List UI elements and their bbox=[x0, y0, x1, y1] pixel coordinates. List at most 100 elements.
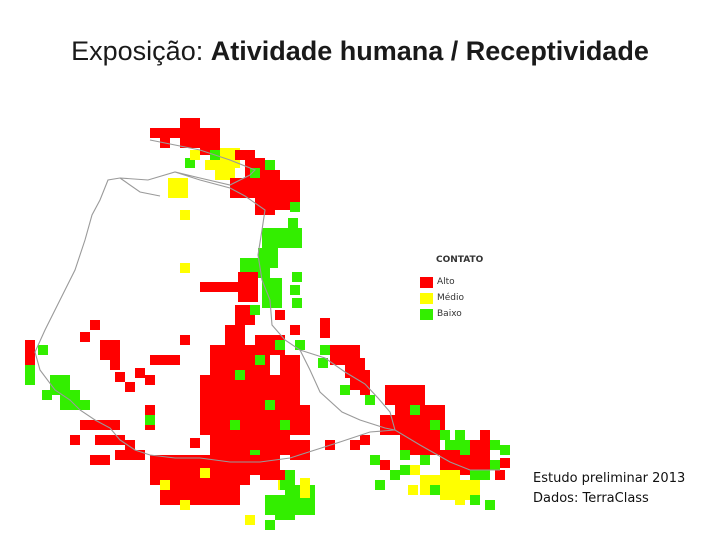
map-cell bbox=[25, 350, 35, 360]
map-cell bbox=[168, 188, 178, 198]
map-cell bbox=[275, 495, 285, 505]
map-cell bbox=[280, 480, 290, 490]
legend-label-alto: Alto bbox=[437, 277, 455, 287]
map-cell bbox=[230, 385, 240, 395]
map-cell bbox=[250, 305, 260, 315]
map-cell bbox=[255, 205, 265, 215]
map-cell bbox=[230, 188, 240, 198]
map-cell bbox=[240, 355, 250, 365]
map-cell bbox=[220, 425, 230, 435]
map-cell bbox=[125, 440, 135, 450]
map-cell bbox=[180, 138, 190, 148]
map-cell bbox=[250, 188, 260, 198]
map-cell bbox=[290, 415, 300, 425]
slide-title: Exposição: Atividade humana / Receptivid… bbox=[0, 36, 720, 67]
map-cell bbox=[420, 435, 430, 445]
map-cell bbox=[125, 450, 135, 460]
map-cell bbox=[200, 475, 210, 485]
map-cell bbox=[470, 450, 480, 460]
map-cell bbox=[260, 258, 270, 268]
map-cell bbox=[220, 355, 230, 365]
map-cell bbox=[290, 405, 300, 415]
map-cell bbox=[180, 500, 190, 510]
map-cell bbox=[290, 285, 300, 295]
map-cell bbox=[350, 370, 360, 380]
map-cell bbox=[220, 455, 230, 465]
map-cell bbox=[210, 365, 220, 375]
map-cell bbox=[288, 218, 298, 228]
map-cell bbox=[240, 188, 250, 198]
map-cell bbox=[400, 435, 410, 445]
map-cell bbox=[210, 475, 220, 485]
map-cell bbox=[280, 435, 290, 445]
map-cell bbox=[285, 490, 295, 500]
map-cell bbox=[300, 450, 310, 460]
map-cell bbox=[210, 495, 220, 505]
map-cell bbox=[282, 238, 292, 248]
map-cell bbox=[230, 485, 240, 495]
map-cell bbox=[235, 370, 245, 380]
map-cell bbox=[285, 510, 295, 520]
map-cell bbox=[355, 358, 365, 368]
map-cell bbox=[125, 382, 135, 392]
map-cell bbox=[115, 450, 125, 460]
map-cell bbox=[170, 465, 180, 475]
map-cell bbox=[110, 420, 120, 430]
map-cell bbox=[270, 435, 280, 445]
map-cell bbox=[250, 375, 260, 385]
legend-swatch-baixo bbox=[420, 308, 433, 320]
map-cell bbox=[238, 282, 248, 292]
map-cell bbox=[60, 400, 70, 410]
map-cell bbox=[90, 455, 100, 465]
map-cell bbox=[258, 248, 268, 258]
map-cell bbox=[255, 195, 265, 205]
map-cell bbox=[460, 455, 470, 465]
map-cell bbox=[270, 170, 280, 180]
map-cell bbox=[460, 480, 470, 490]
map-cell bbox=[290, 385, 300, 395]
map-cell bbox=[225, 325, 235, 335]
map-cell bbox=[280, 355, 290, 365]
map-cell bbox=[265, 520, 275, 530]
map-cell bbox=[215, 160, 225, 170]
map-cell bbox=[292, 298, 302, 308]
map-cell bbox=[235, 335, 245, 345]
map-cell bbox=[230, 420, 240, 430]
map-cell bbox=[220, 148, 230, 158]
map-cell bbox=[330, 355, 340, 365]
map-cell bbox=[210, 435, 220, 445]
map-cell bbox=[230, 435, 240, 445]
map-cell bbox=[250, 465, 260, 475]
map-cell bbox=[170, 475, 180, 485]
map-cell bbox=[455, 430, 465, 440]
map-cell bbox=[450, 470, 460, 480]
map-cell bbox=[295, 495, 305, 505]
legend-item-alto: Alto bbox=[420, 274, 483, 290]
map-cell bbox=[280, 190, 290, 200]
map-cell bbox=[180, 335, 190, 345]
map-cell bbox=[60, 375, 70, 385]
legend-item-baixo: Baixo bbox=[420, 306, 483, 322]
map-cell bbox=[290, 190, 300, 200]
map-cell bbox=[470, 495, 480, 505]
legend-swatch-alto bbox=[420, 276, 433, 288]
map-cell bbox=[282, 228, 292, 238]
map-cell bbox=[415, 425, 425, 435]
map-cell bbox=[280, 395, 290, 405]
map-cell bbox=[305, 495, 315, 505]
map-cell bbox=[210, 282, 220, 292]
map-cell bbox=[230, 355, 240, 365]
map-cell bbox=[230, 395, 240, 405]
map-cell bbox=[220, 465, 230, 475]
map-cell bbox=[100, 350, 110, 360]
map-cell bbox=[350, 345, 360, 355]
map-cell bbox=[220, 385, 230, 395]
map-cell bbox=[410, 465, 420, 475]
map-cell bbox=[255, 345, 265, 355]
map-cell bbox=[380, 425, 390, 435]
map-cell bbox=[220, 375, 230, 385]
map-cell bbox=[300, 425, 310, 435]
map-cell bbox=[270, 375, 280, 385]
map-cell bbox=[410, 445, 420, 455]
map-cell bbox=[248, 272, 258, 282]
